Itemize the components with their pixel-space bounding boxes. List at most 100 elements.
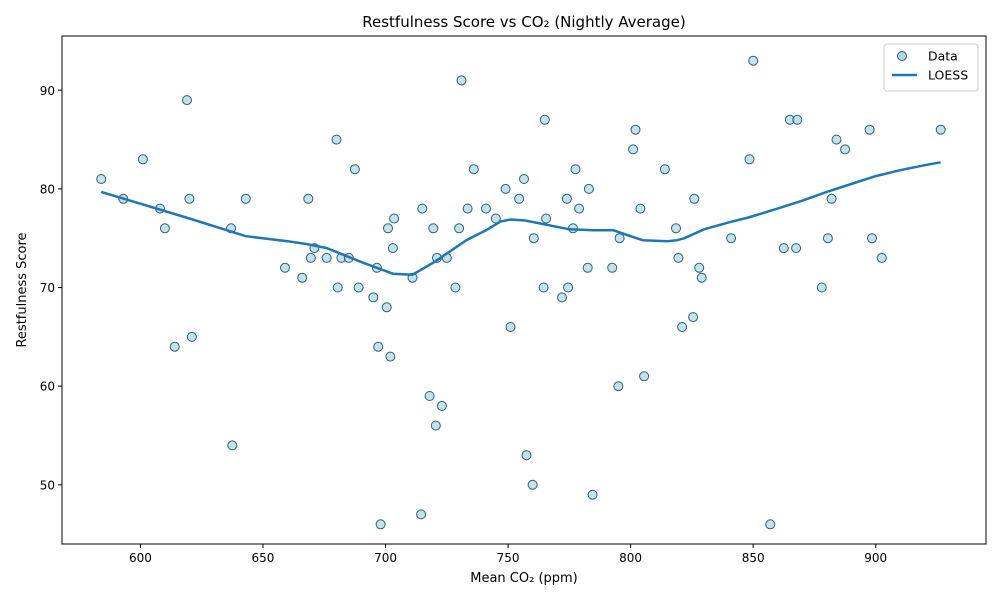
legend-box — [883, 43, 979, 92]
data-point-63 — [570, 164, 581, 175]
data-point-94 — [831, 134, 842, 145]
x-tick-label-700: 700 — [374, 551, 397, 565]
data-point-40 — [436, 400, 447, 411]
data-point-47 — [481, 203, 491, 214]
x-tick-label-800: 800 — [619, 551, 642, 565]
data-point-75 — [659, 164, 670, 175]
legend: Data LOESS — [883, 43, 979, 92]
data-point-90 — [792, 114, 803, 125]
data-point-35 — [417, 203, 428, 214]
y-axis-ticks: 50 60 70 80 90 — [40, 84, 62, 492]
data-point-36 — [424, 391, 435, 401]
data-point-92 — [822, 233, 833, 244]
data-point-15 — [305, 252, 316, 263]
x-tick-label-750: 750 — [497, 551, 520, 565]
data-point-74 — [639, 371, 650, 382]
data-point-0 — [96, 174, 107, 184]
y-tick-label-80: 80 — [40, 182, 55, 196]
data-point-91 — [816, 282, 827, 293]
data-point-51 — [514, 193, 525, 204]
data-point-83 — [726, 233, 737, 244]
data-point-42 — [450, 282, 461, 293]
data-point-82 — [696, 272, 707, 283]
data-point-6 — [182, 95, 192, 106]
data-point-76 — [671, 223, 681, 234]
data-point-78 — [677, 322, 688, 332]
data-point-46 — [468, 164, 479, 175]
data-point-22 — [349, 164, 360, 175]
data-point-11 — [240, 193, 251, 204]
data-point-97 — [867, 233, 877, 244]
data-point-85 — [748, 55, 759, 66]
data-point-26 — [373, 341, 384, 352]
data-point-38 — [430, 420, 441, 431]
data-point-68 — [607, 262, 618, 273]
data-point-5 — [169, 341, 180, 352]
data-point-29 — [383, 223, 393, 234]
data-point-4 — [159, 223, 170, 234]
data-point-69 — [613, 381, 624, 392]
x-tick-label-850: 850 — [742, 551, 765, 565]
data-point-23 — [353, 282, 364, 293]
x-axis-ticks: 600 650 700 750 800 850 900 — [129, 544, 887, 565]
data-point-31 — [387, 243, 398, 254]
data-point-64 — [574, 203, 585, 214]
y-tick-label-50: 50 — [40, 478, 55, 492]
data-point-56 — [538, 282, 549, 293]
data-point-32 — [389, 213, 400, 224]
data-point-79 — [688, 312, 699, 323]
data-point-18 — [331, 134, 342, 145]
data-point-50 — [505, 322, 516, 332]
data-point-10 — [227, 440, 238, 451]
data-point-98 — [876, 252, 887, 263]
y-tick-label-60: 60 — [40, 380, 55, 394]
data-point-73 — [635, 203, 646, 214]
data-point-19 — [332, 282, 343, 293]
legend-label-loess: LOESS — [928, 68, 968, 83]
data-point-54 — [527, 479, 538, 490]
data-point-59 — [557, 292, 567, 303]
x-axis-label: Mean CO₂ (ppm) — [470, 571, 578, 586]
data-point-53 — [521, 450, 532, 461]
chart-title: Restfulness Score vs CO₂ (Nightly Averag… — [362, 13, 685, 31]
data-point-7 — [184, 193, 195, 204]
data-point-70 — [614, 233, 625, 244]
data-point-49 — [500, 183, 511, 194]
data-point-44 — [456, 75, 467, 86]
y-tick-label-70: 70 — [40, 281, 55, 295]
data-point-8 — [186, 331, 197, 342]
plot-area — [61, 35, 987, 545]
data-point-13 — [297, 272, 308, 283]
y-axis-label: Restfulness Score — [15, 232, 30, 347]
data-point-14 — [303, 193, 314, 204]
data-point-87 — [778, 243, 789, 254]
data-points — [96, 55, 946, 530]
data-point-34 — [416, 509, 427, 520]
data-point-72 — [630, 124, 641, 135]
data-point-28 — [381, 302, 392, 313]
data-point-27 — [375, 519, 386, 530]
data-point-95 — [840, 144, 851, 155]
data-point-96 — [864, 124, 875, 135]
data-point-65 — [582, 262, 593, 273]
data-point-77 — [673, 252, 684, 263]
data-point-24 — [368, 292, 379, 303]
data-point-99 — [935, 124, 946, 135]
data-point-89 — [791, 243, 802, 254]
data-point-80 — [689, 193, 700, 204]
x-tick-label-600: 600 — [129, 551, 152, 565]
data-point-86 — [765, 519, 776, 530]
data-point-17 — [321, 252, 332, 263]
x-tick-label-900: 900 — [864, 551, 887, 565]
data-point-43 — [454, 223, 465, 234]
data-point-57 — [539, 114, 550, 125]
data-point-60 — [561, 193, 572, 204]
data-point-12 — [280, 262, 290, 273]
data-point-67 — [587, 489, 598, 500]
data-point-93 — [826, 193, 837, 204]
data-point-37 — [428, 223, 439, 234]
data-point-58 — [541, 213, 552, 224]
data-point-71 — [628, 144, 639, 155]
legend-data-marker — [897, 51, 907, 61]
